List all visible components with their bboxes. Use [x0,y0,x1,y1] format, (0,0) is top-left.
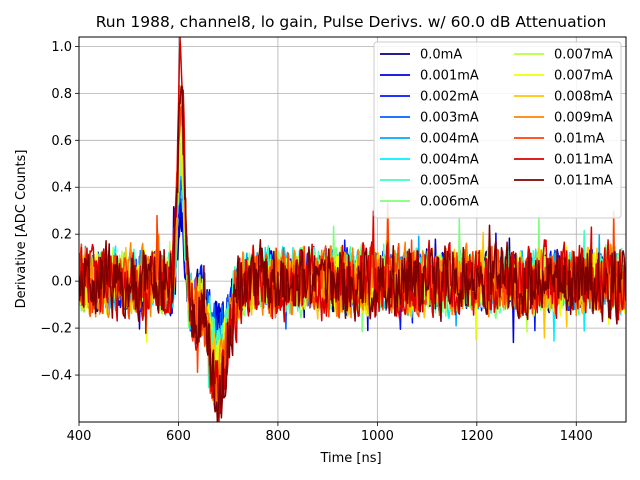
legend-entry: 0.008mA [554,90,613,105]
legend-entry: 0.001mA [420,69,479,84]
chart-title: Run 1988, channel8, lo gain, Pulse Deriv… [96,13,607,31]
y-tick-label: 1.0 [51,40,72,55]
y-tick-label: 0.2 [51,228,72,243]
x-tick-label: 1000 [361,429,394,444]
legend-entry: 0.01mA [554,132,605,147]
y-tick-label: −0.2 [40,322,72,337]
legend-box [373,41,622,219]
x-tick-label: 1200 [460,429,493,444]
y-tick-label: 0.4 [51,181,72,196]
legend-entry: 0.011mA [554,153,613,168]
legend-entry: 0.004mA [420,153,479,168]
legend-entry: 0.006mA [420,195,479,210]
series-line-14 [79,85,626,422]
legend-entry: 0.011mA [554,174,613,189]
legend-entry: 0.007mA [554,69,613,84]
x-tick-label: 600 [166,429,191,444]
x-tick-label: 400 [67,429,92,444]
legend: 0.0mA 0.001mA 0.002mA 0.003mA 0.004mA 0.004mA… [373,41,622,219]
y-tick-label: 0.6 [51,134,72,149]
legend-entry: 0.007mA [554,48,613,63]
legend-entry: 0.005mA [420,174,479,189]
y-tick-label: −0.4 [40,369,72,384]
y-tick-label: 0.0 [51,275,72,290]
plot-frame [78,36,627,423]
y-axis-ticks: −0.4 −0.2 0.0 0.2 0.4 0.6 0.8 1.0 [40,40,79,384]
legend-entry: 0.009mA [554,111,613,126]
y-axis-label: Derivative [ADC Counts] [14,150,29,309]
legend-entry: 0.003mA [420,111,479,126]
legend-entry: 0.004mA [420,132,479,147]
legend-entry: 0.002mA [420,90,479,105]
x-tick-label: 1400 [560,429,593,444]
x-tick-label: 800 [265,429,290,444]
y-tick-label: 0.8 [51,87,72,102]
x-axis-label: Time [ns] [319,451,381,466]
axes-frame [78,36,627,423]
legend-entry: 0.0mA [420,48,462,63]
series-lines [79,37,626,422]
x-axis-ticks: 400 600 800 1000 1200 1400 [67,422,593,444]
